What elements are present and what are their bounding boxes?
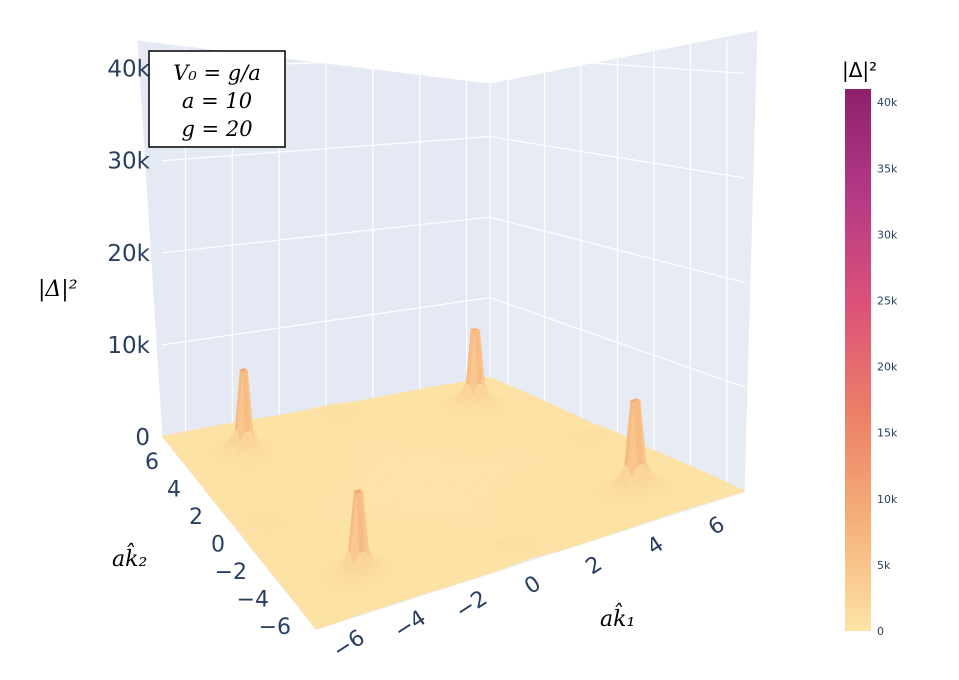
y-tick-label: 2 — [189, 505, 203, 530]
colorbar-ticks: 0 5k 10k 15k 20k 25k 30k 35k 40k — [877, 96, 898, 638]
colorbar-title: |Δ|² — [842, 58, 877, 82]
z-axis-label: |Δ|² — [38, 277, 78, 302]
x-tick-label: 6 — [704, 512, 729, 541]
y-tick-label: −6 — [259, 615, 291, 640]
colorbar: |Δ|² 0 5k 10k 15k 20k 25k 30k 35k 40k — [842, 58, 898, 638]
annotation-line-1: V₀ = g/a — [173, 61, 261, 85]
annotation-line-3: g = 20 — [181, 117, 252, 141]
z-tick-label: 10k — [107, 333, 150, 359]
colorbar-tick-label: 35k — [877, 162, 898, 175]
colorbar-tick-label: 15k — [877, 427, 898, 440]
colorbar-tick-label: 10k — [877, 493, 898, 506]
x-tick-label: −6 — [329, 625, 370, 664]
z-tick-label: 0 — [135, 425, 150, 451]
z-tick-label: 40k — [107, 57, 150, 83]
x-tick-label: 4 — [643, 532, 668, 561]
z-tick-label: 20k — [107, 241, 150, 267]
colorbar-tick-label: 30k — [877, 228, 898, 241]
y-tick-label: 4 — [167, 477, 181, 502]
colorbar-tick-label: 5k — [877, 559, 891, 572]
parameter-annotation: V₀ = g/a a = 10 g = 20 — [148, 50, 286, 148]
x-tick-label: −4 — [390, 606, 431, 645]
y-axis-label: ak̂₂ — [112, 543, 147, 572]
colorbar-tick-label: 40k — [877, 96, 898, 109]
colorbar-tick-label: 20k — [877, 361, 898, 374]
surface-mesh — [161, 327, 746, 630]
y-tick-label: 0 — [211, 533, 225, 558]
z-axis-label-text: |Δ|² — [38, 277, 78, 302]
x-tick-label: −2 — [451, 586, 492, 625]
z-tick-label: 30k — [107, 149, 150, 175]
colorbar-gradient — [845, 89, 871, 631]
colorbar-tick-label: 0 — [877, 625, 884, 638]
y-tick-label: −2 — [215, 560, 247, 585]
x-tick-label: 2 — [582, 552, 607, 581]
x-axis-label: ak̂₁ — [600, 603, 635, 632]
annotation-line-2: a = 10 — [182, 89, 252, 113]
y-tick-label: −4 — [237, 588, 269, 613]
colorbar-tick-label: 25k — [877, 295, 898, 308]
x-tick-label: 0 — [520, 571, 545, 600]
y-tick-label: 6 — [145, 450, 159, 475]
